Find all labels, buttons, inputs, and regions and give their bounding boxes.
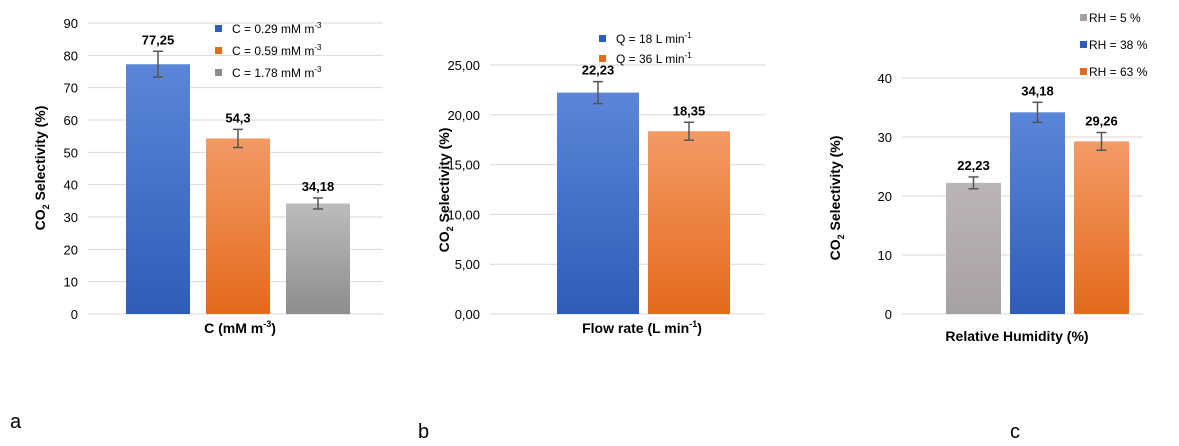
chart-b-ytick-label: 15,00 (447, 158, 480, 173)
chart-b-bar (648, 131, 730, 314)
chart-a-ytick-label: 30 (64, 210, 78, 225)
chart-a-legend-swatch (215, 69, 222, 76)
chart-a-bar (206, 138, 270, 314)
chart-b-legend-swatch (599, 35, 606, 42)
chart-b-data-label: 22,23 (582, 63, 615, 78)
chart-c-data-label: 29,26 (1085, 114, 1118, 129)
chart-a-data-label: 77,25 (142, 32, 175, 47)
chart-c-ytick-label: 10 (878, 248, 892, 263)
chart-b-bar (557, 92, 639, 314)
chart-b-ytick-label: 20,00 (447, 108, 480, 123)
chart-c-ytick-label: 0 (885, 307, 892, 322)
chart-a-data-label: 34,18 (302, 179, 335, 194)
chart-a-ytick-label: 0 (71, 307, 78, 322)
panel-letter-b: b (418, 421, 430, 443)
chart-c-bar (1074, 141, 1129, 314)
chart-a-xaxis-title: C (mM m-3) (204, 319, 276, 336)
chart-c-bar (1010, 112, 1065, 314)
chart-a-ytick-label: 50 (64, 145, 78, 160)
chart-c-yaxis-title: CO2 Selectivity (%) (827, 136, 846, 261)
chart-a-ytick-label: 80 (64, 48, 78, 63)
chart-c-legend-swatch (1080, 68, 1087, 75)
chart-c-legend-label: RH = 5 % (1089, 11, 1141, 25)
chart-a-legend-label: C = 0.29 mM m-3 (232, 21, 322, 36)
chart-b-ytick-label: 0,00 (455, 307, 480, 322)
chart-a-data-label: 54,3 (225, 110, 250, 125)
chart-b-group: 0,00 5,00 10,00 15,00 20,00 25,00 22,23 Q = 18 … (436, 31, 765, 336)
chart-a-legend-swatch (215, 25, 222, 32)
chart-c-ytick-label: 20 (878, 189, 892, 204)
chart-a-ytick-label: 10 (64, 275, 78, 290)
chart-b-ytick-label: 5,00 (455, 257, 480, 272)
chart-b-xaxis-title: Flow rate (L min-1) (582, 319, 702, 336)
chart-a-ytick-label: 60 (64, 113, 78, 128)
chart-b-ytick-label: 10,00 (447, 207, 480, 222)
chart-c-ytick-label: 40 (878, 71, 892, 86)
chart-a-ytick-label: 70 (64, 81, 78, 96)
chart-a-yaxis-title: CO2 Selectivity (%) (32, 106, 51, 231)
chart-a-legend-swatch (215, 47, 222, 54)
chart-a-legend-label: C = 1.78 mM m-3 (232, 65, 322, 80)
chart-c-data-label: 22,23 (957, 158, 990, 173)
chart-a-ytick-label: 40 (64, 178, 78, 193)
chart-b-ytick-label: 25,00 (447, 58, 480, 73)
chart-a-bar (286, 203, 350, 314)
chart-c-ytick-label: 30 (878, 130, 892, 145)
chart-c-legend-label: RH = 63 % (1089, 65, 1148, 79)
chart-c-group: 0 10 20 30 40 22,23 RH = 5 % 34,18 RH = 38 % 29,2… (827, 11, 1148, 344)
chart-c-bar (946, 182, 1001, 314)
chart-c-legend-swatch (1080, 14, 1087, 21)
chart-c-xaxis-title: Relative Humidity (%) (945, 328, 1088, 344)
chart-a-ytick-label: 20 (64, 242, 78, 257)
panel-letter-c: c (1010, 421, 1020, 443)
chart-c-legend-swatch (1080, 41, 1087, 48)
chart-a-group: 0 10 20 30 40 50 60 70 80 90 77,25 C = 0.29 mM m-3 5… (32, 16, 383, 336)
chart-c-data-label: 34,18 (1021, 83, 1054, 98)
chart-b-legend-label: Q = 36 L min-1 (616, 51, 692, 66)
chart-a-ytick-label: 90 (64, 16, 78, 31)
chart-a-legend-label: C = 0.59 mM m-3 (232, 43, 322, 58)
chart-b-legend-swatch (599, 55, 606, 62)
chart-a-bar (126, 64, 190, 314)
chart-c-legend-label: RH = 38 % (1089, 38, 1148, 52)
chart-b-legend-label: Q = 18 L min-1 (616, 31, 692, 46)
chart-b-data-label: 18,35 (673, 103, 706, 118)
panel-letter-a: a (10, 411, 22, 433)
chart-b-yaxis-title: CO2 Selectivity (%) (436, 128, 455, 253)
